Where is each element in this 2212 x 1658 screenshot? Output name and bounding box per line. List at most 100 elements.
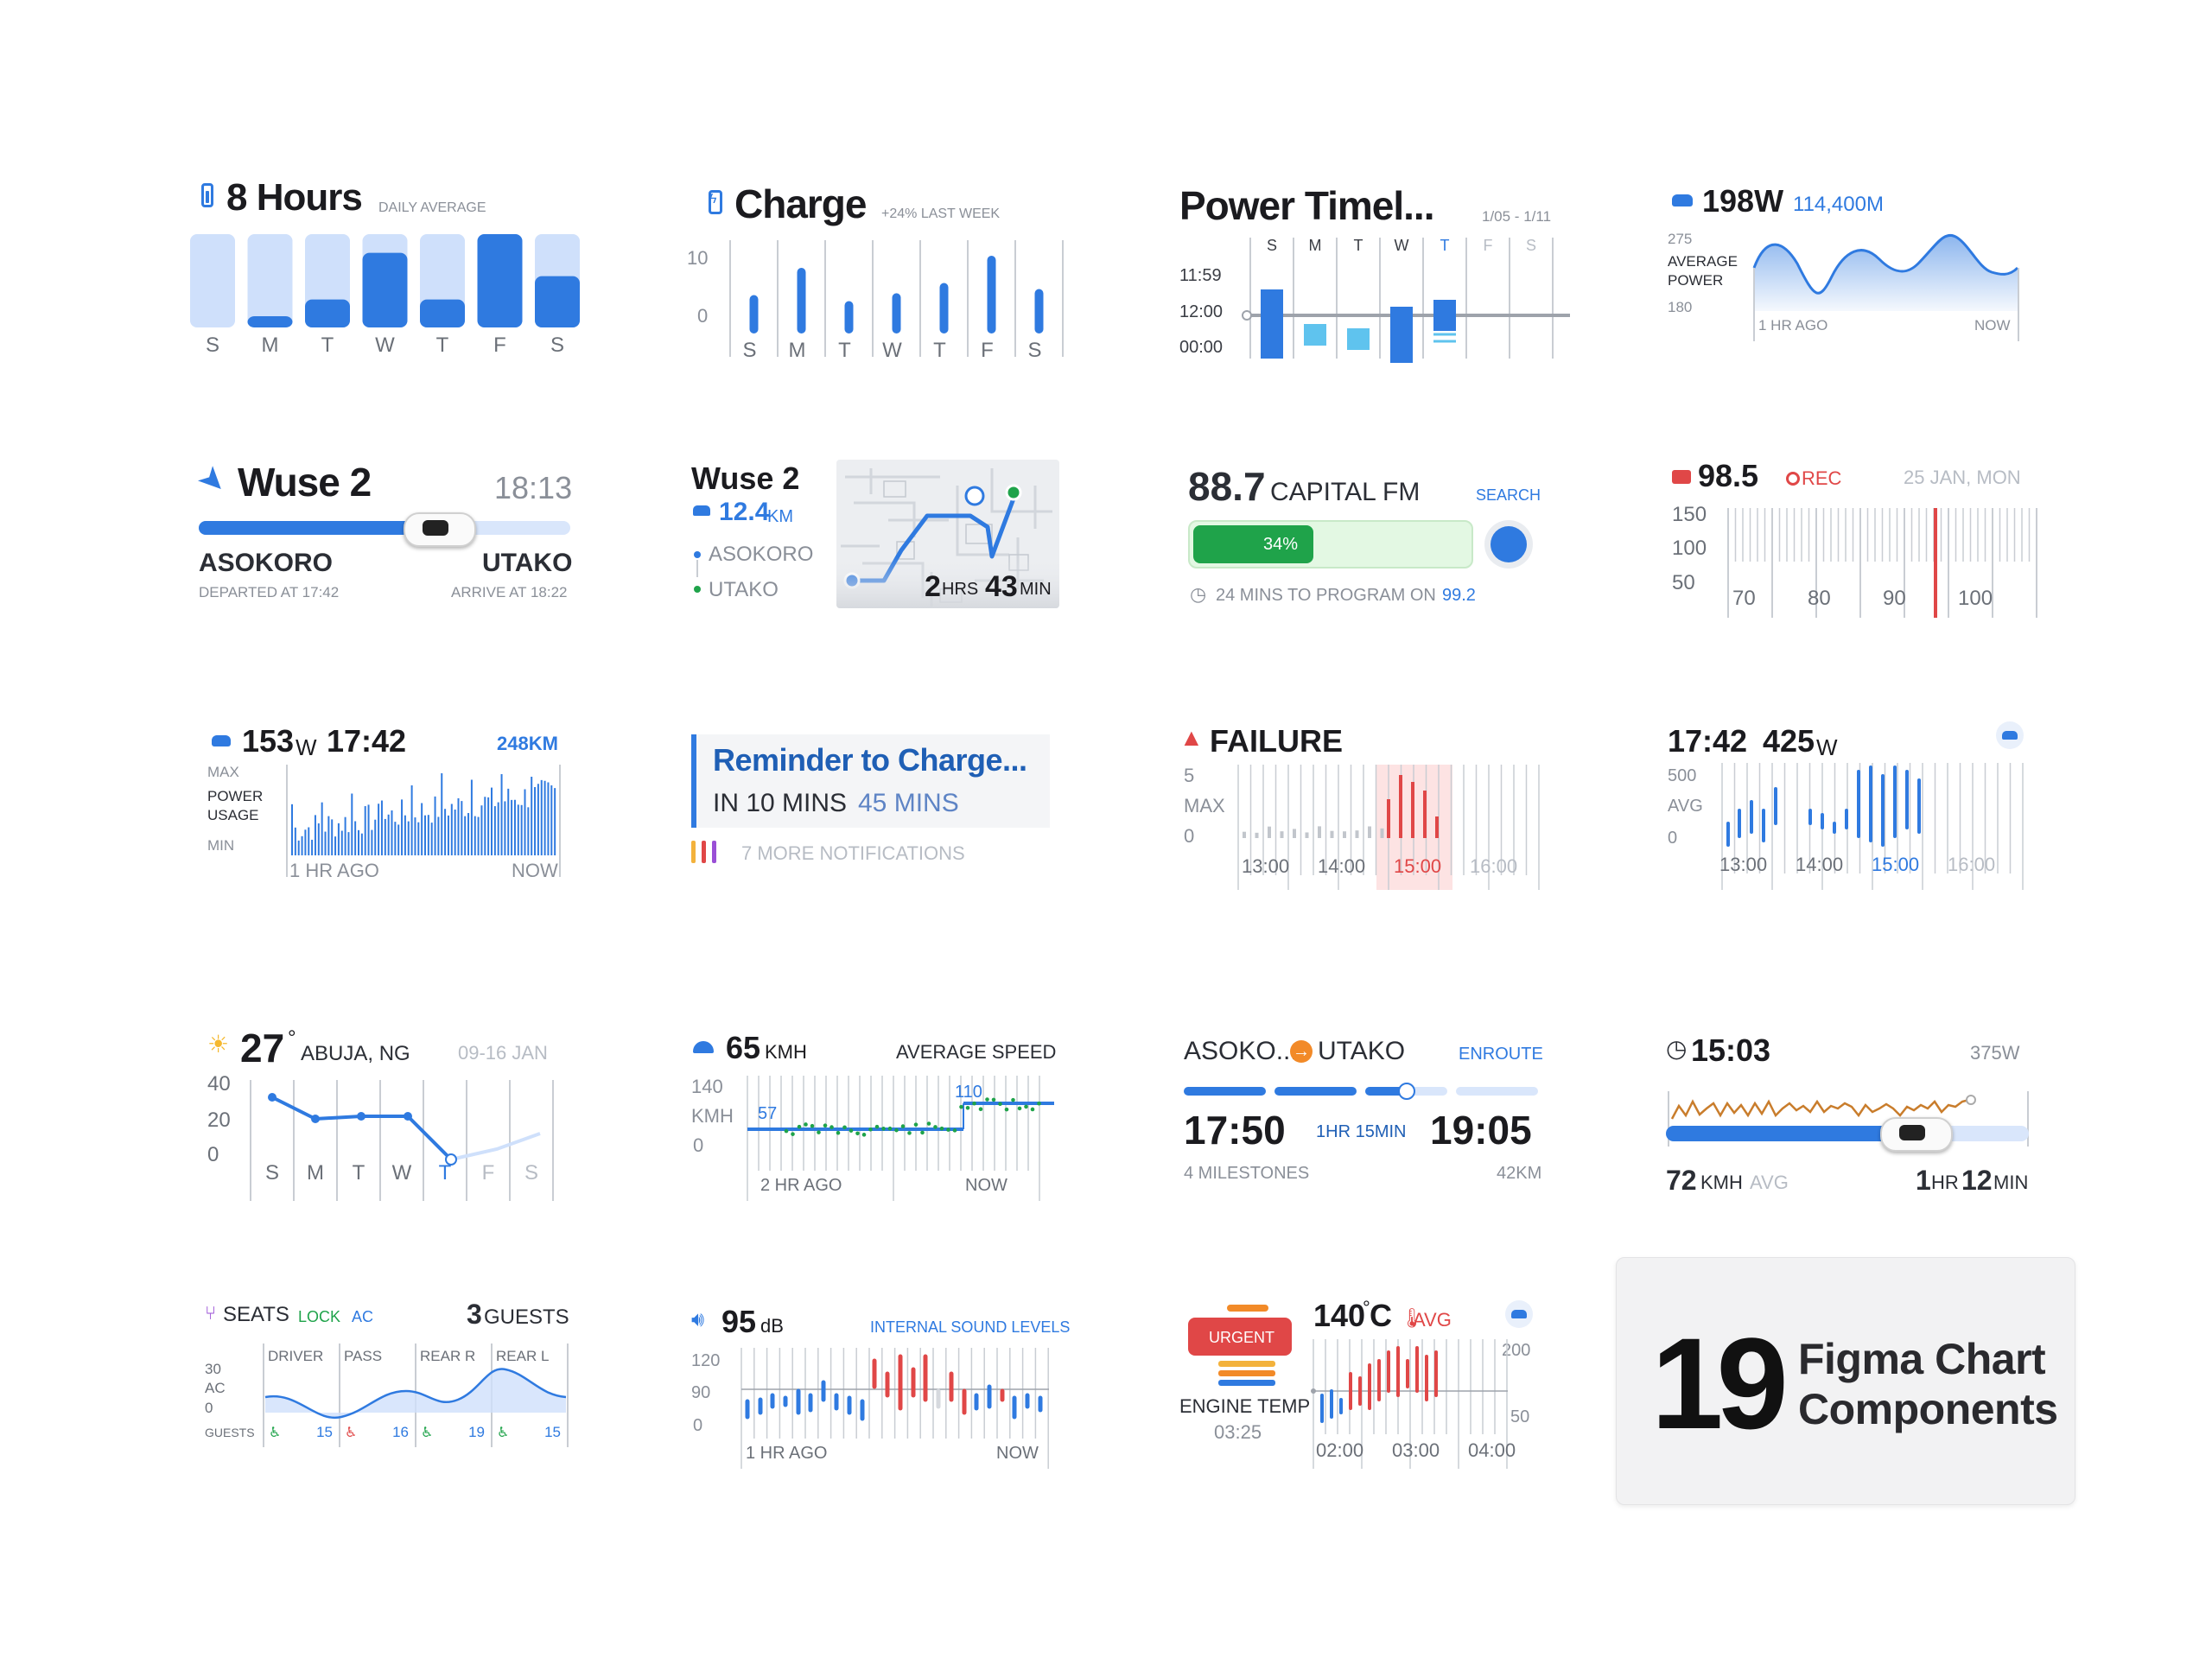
lock-button[interactable]: LOCK	[298, 1308, 341, 1325]
distance-unit: KM	[767, 507, 793, 526]
y-label: 20	[207, 1109, 231, 1132]
speaker-icon: 🔊︎	[691, 1308, 705, 1331]
speed-point	[900, 1124, 906, 1128]
timeline-bar	[1347, 328, 1370, 350]
forecast-line	[450, 1132, 541, 1161]
current-time: 18:13	[494, 470, 573, 505]
avg-marker	[1311, 1388, 1316, 1394]
speed-point	[907, 1131, 912, 1135]
arrival-label: ARRIVE AT 18:22	[451, 584, 568, 600]
speed-point	[784, 1128, 789, 1134]
power-label: POWER	[207, 788, 264, 804]
y-bottom-label: 0	[697, 305, 709, 327]
program-progress-fill	[1193, 525, 1314, 563]
speed-value: 72	[1666, 1165, 1697, 1196]
speed-point	[1011, 1097, 1015, 1102]
car-icon	[212, 735, 231, 746]
day-label: M	[262, 334, 279, 357]
x-label: 90	[1883, 587, 1906, 610]
recording-date: 25 JAN, MON	[1904, 467, 2021, 488]
day-label: T	[933, 339, 946, 362]
widget-average-power[interactable]: 198W 114,400M 275 AVERAGE POWER 180 1 HR…	[1668, 181, 2039, 354]
stop-destination: UTAKO	[709, 578, 779, 601]
date-range: 1/05 - 1/11	[1482, 208, 1552, 225]
y-top-label: 10	[687, 247, 709, 269]
speed-point	[1017, 1106, 1022, 1111]
speed-point	[1037, 1101, 1041, 1106]
timeline-bar	[1433, 300, 1456, 331]
clock-icon: ◷	[1666, 1035, 1688, 1062]
speed-point	[830, 1125, 834, 1129]
y-bottom: 0	[693, 1416, 703, 1435]
distance: 248KM	[497, 733, 558, 754]
power-value: 198W	[1702, 183, 1784, 219]
today-point	[445, 1153, 457, 1166]
trip-progress-fill	[199, 521, 437, 535]
battery-icon	[201, 183, 213, 207]
play-button[interactable]	[1484, 520, 1533, 569]
y-mid: KMH	[691, 1105, 734, 1127]
speed-point	[836, 1130, 841, 1135]
duration-minutes: 12	[1961, 1165, 1993, 1196]
widget-charge[interactable]: ϟ Charge +24% LAST WEEK 10 0 S M T W T F S	[687, 181, 1064, 363]
widget-recording[interactable]: 98.5 REC 25 JAN, MON 150 100 50 70 80 90 100	[1672, 458, 2037, 618]
widget-drive-progress[interactable]: ◷ 15:03 375W 72 KMH AVG 1 HR 12 MIN	[1663, 1032, 2035, 1201]
y-label: AC	[205, 1380, 226, 1396]
widget-notification[interactable]: Reminder to Charge... IN 10 MINS 45 MINS…	[691, 734, 1054, 873]
duration-hours: 1	[1916, 1165, 1931, 1196]
day-label: S	[1267, 237, 1277, 254]
radio-icon	[1672, 470, 1691, 484]
widget-power-usage[interactable]: 153 W 17:42 248KM MAX POWER USAGE MIN 1 …	[199, 721, 570, 886]
accent-bar	[691, 734, 696, 828]
daily-bar	[477, 234, 523, 327]
power-value: 153	[242, 723, 295, 759]
seat-temp-value: 15	[544, 1424, 561, 1440]
y-label: 100	[1672, 537, 1707, 560]
widget-route-timing[interactable]: ASOKO... → UTAKO ENROUTE 17:50 1HR 15MIN…	[1179, 1037, 1543, 1188]
sound-label: INTERNAL SOUND LEVELS	[870, 1318, 1071, 1336]
more-notifications[interactable]: 7 MORE NOTIFICATIONS	[741, 842, 965, 864]
speed-value-label: 57	[758, 1104, 777, 1123]
trip-progress-track	[199, 521, 570, 535]
widget-sound-levels[interactable]: 🔊︎ 95 dB INTERNAL SOUND LEVELS 120 90 0 …	[691, 1305, 1070, 1469]
widget-trip-progress[interactable]: ➤ Wuse 2 18:13 ASOKORO UTAKO DEPARTED AT…	[190, 458, 579, 609]
widget-radio[interactable]: 88.7 CAPITAL FM SEARCH 34% ◷ 24 MINS TO …	[1188, 467, 1542, 618]
widget-weather[interactable]: ☀ 27 ° ABUJA, NG 09-16 JAN 40 20 0 S M T W T F S	[207, 1028, 570, 1201]
map-thumbnail[interactable]: 2 HRS 43 MIN	[836, 460, 1059, 608]
speed-unit: KMH	[765, 1041, 807, 1063]
notification-stack-icon	[691, 841, 696, 863]
usage-label: USAGE	[207, 807, 259, 823]
x-label: 14:00	[1318, 855, 1365, 877]
day-label: W	[1395, 237, 1409, 254]
temperature-point	[268, 1093, 276, 1102]
widget-daily-hours[interactable]: 8 Hours DAILY AVERAGE S M T W T F S	[190, 177, 588, 359]
arrival-time: 19:05	[1430, 1108, 1532, 1153]
widget-failure[interactable]: ▲ FAILURE 5 MAX 0 13:00 14:00 15:00 16:00	[1179, 721, 1551, 890]
speed-point	[933, 1125, 938, 1129]
widget-seats[interactable]: ⑂ SEATS LOCK AC 3 GUESTS 30 AC 0 GUESTS DRIV…	[203, 1300, 575, 1464]
widget-average-speed[interactable]: 65 KMH AVERAGE SPEED 140 KMH 0 57 110 2 HR…	[691, 1032, 1056, 1201]
notification-card[interactable]: Reminder to Charge... IN 10 MINS 45 MINS	[691, 734, 1050, 828]
x-left: 1 HR AGO	[289, 860, 379, 881]
car-marker-icon	[404, 512, 477, 547]
rec-label: REC	[1802, 467, 1842, 489]
sound-unit: dB	[760, 1315, 784, 1337]
search-button[interactable]: SEARCH	[1476, 486, 1541, 504]
seat-temp-line	[264, 1368, 567, 1420]
ac-button[interactable]: AC	[352, 1308, 374, 1325]
widget-power-timeline[interactable]: Power Timel... 1/05 - 1/11 11:59 12:00 00:…	[1179, 181, 1570, 363]
widget-power-timeline-2[interactable]: 17:42 425 W 500 AVG 0 13:00 14:00 15:00 16:…	[1663, 721, 2035, 890]
bolt-icon: ϟ	[709, 192, 717, 206]
column-label: REAR L	[496, 1348, 549, 1364]
program-note-frequency: 99.2	[1442, 586, 1476, 605]
widget-engine-temp[interactable]: URGENT ENGINE TEMP 03:25 140 ° C 🌡︎ AVG …	[1179, 1299, 1542, 1469]
day-label: M	[1309, 237, 1322, 254]
widget-map-route[interactable]: Wuse 2 12.4 KM ASOKORO UTAKO 2 HRS 43 MI…	[691, 458, 1063, 613]
day-label: S	[206, 334, 219, 357]
engine-temp-label: ENGINE TEMP	[1179, 1395, 1311, 1417]
temperature-chart: 40 20 0 S M T W T F S	[207, 1072, 570, 1201]
y-label: 50	[1672, 571, 1695, 594]
seat-icon: ♿︎	[497, 1426, 509, 1440]
speed-point	[881, 1127, 886, 1131]
urgent-badge[interactable]	[1188, 1318, 1292, 1356]
